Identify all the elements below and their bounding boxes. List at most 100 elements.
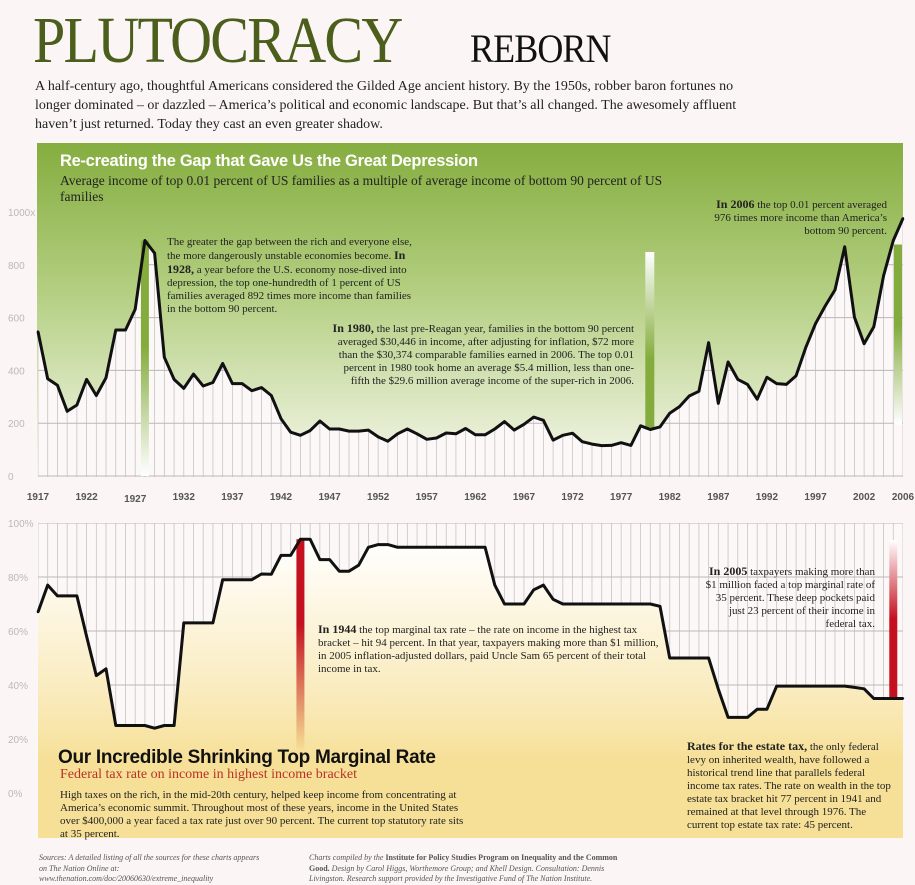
data-point-1932 — [182, 621, 185, 625]
data-point-1931 — [172, 724, 176, 727]
data-point-1960 — [454, 546, 458, 549]
data-point-1973 — [581, 602, 584, 606]
data-point-1989 — [736, 378, 739, 381]
note-lead: In 1980, — [332, 321, 374, 335]
data-point-1917 — [36, 330, 40, 333]
data-point-1917 — [36, 610, 40, 614]
note-lead: Rates for the estate tax, — [687, 739, 808, 753]
data-point-1999 — [833, 288, 837, 292]
annotation-2006: In 2006 the top 0.01 percent averaged 97… — [712, 198, 887, 238]
x-tick-label: 1937 — [221, 492, 244, 503]
data-point-2004 — [882, 274, 885, 277]
data-point-1999 — [833, 684, 837, 688]
y-tick-label: 0% — [8, 789, 23, 800]
data-point-2006 — [901, 697, 905, 700]
data-point-1942 — [279, 417, 283, 420]
x-tick-label: 1962 — [464, 492, 487, 503]
annotation-2005: In 2005 taxpayers making more than $1 mi… — [705, 565, 875, 631]
data-point-1964 — [493, 583, 496, 587]
data-point-1972 — [571, 432, 574, 435]
data-point-1950 — [357, 429, 360, 433]
data-point-1925 — [114, 724, 117, 727]
x-tick-label: 1917 — [27, 492, 50, 503]
data-point-2006 — [901, 217, 905, 220]
highlight-bar-2006 — [894, 244, 902, 425]
data-point-1974 — [590, 602, 594, 606]
data-point-1954 — [396, 432, 399, 435]
data-point-2005 — [892, 697, 895, 700]
data-point-1980 — [649, 602, 652, 606]
note-text: The greater the gap between the rich and… — [167, 236, 412, 262]
data-point-1961 — [464, 427, 467, 430]
data-point-2004 — [882, 697, 885, 700]
sources-note: Sources: A detailed listing of all the s… — [39, 853, 260, 883]
data-point-1964 — [493, 427, 496, 431]
data-point-1949 — [347, 429, 351, 433]
data-point-2000 — [843, 684, 846, 688]
area-below-line — [38, 539, 903, 838]
data-point-1950 — [357, 564, 360, 567]
annotation-estate-tax: Rates for the estate tax, the only feder… — [687, 740, 892, 832]
data-point-1939 — [250, 389, 254, 392]
data-point-2001 — [853, 686, 856, 689]
data-point-1942 — [279, 554, 283, 557]
data-point-1924 — [104, 667, 108, 670]
data-point-2000 — [843, 245, 846, 249]
data-point-1988 — [726, 716, 730, 719]
data-point-1986 — [707, 341, 710, 344]
x-tick-label: 1947 — [318, 492, 341, 503]
data-point-1930 — [163, 724, 166, 727]
data-point-1961 — [464, 546, 467, 549]
note-text: taxpayers making more than $1 million fa… — [705, 566, 875, 630]
data-point-1989 — [736, 716, 739, 719]
data-point-1947 — [328, 427, 331, 431]
highlight-bar-1928 — [140, 240, 149, 476]
data-point-1933 — [192, 372, 195, 376]
data-point-1977 — [619, 441, 623, 444]
data-point-1949 — [347, 570, 351, 573]
data-point-1995 — [794, 374, 798, 377]
data-point-1962 — [474, 546, 477, 549]
credits-text: Charts compiled by the — [309, 853, 386, 862]
data-point-1948 — [338, 427, 341, 431]
data-point-1982 — [668, 411, 671, 415]
data-point-1925 — [114, 328, 117, 332]
data-point-1922 — [85, 635, 88, 638]
data-point-1958 — [435, 546, 438, 549]
data-point-1945 — [308, 538, 312, 541]
data-point-1941 — [270, 394, 273, 397]
data-point-1937 — [231, 578, 234, 581]
data-point-1970 — [551, 438, 555, 442]
x-tick-label: 2002 — [853, 492, 876, 503]
data-point-1959 — [445, 546, 448, 549]
data-point-1920 — [65, 410, 69, 413]
data-point-1963 — [483, 433, 487, 437]
data-point-1987 — [717, 402, 720, 405]
data-point-1957 — [425, 546, 428, 549]
x-tick-label: 1977 — [610, 492, 633, 503]
data-point-1990 — [746, 716, 749, 719]
data-point-1946 — [318, 558, 322, 561]
data-point-1940 — [260, 386, 263, 389]
x-tick-label: 1922 — [75, 492, 98, 503]
data-point-1986 — [707, 656, 710, 660]
note-text: the top marginal tax rate – the rate on … — [318, 624, 659, 675]
data-point-1985 — [697, 390, 701, 393]
x-tick-label: 1997 — [804, 492, 827, 503]
data-point-1969 — [542, 419, 545, 422]
data-point-2005 — [892, 239, 895, 242]
data-point-1955 — [406, 427, 409, 431]
note-lead: In 2006 — [716, 197, 755, 211]
income-ratio-line — [36, 217, 905, 448]
highlight-bar-2005 — [889, 540, 898, 699]
x-tick-label: 1957 — [416, 492, 439, 503]
note-text: the top 0.01 percent averaged 976 times … — [714, 199, 887, 237]
data-point-1967 — [522, 602, 526, 606]
data-point-1957 — [425, 438, 428, 441]
y-tick-label: 800 — [8, 261, 25, 272]
data-point-1971 — [561, 602, 565, 606]
data-point-1952 — [376, 435, 380, 439]
data-point-1951 — [367, 546, 370, 549]
data-point-1934 — [202, 384, 205, 388]
y-tick-label: 0 — [8, 472, 14, 483]
